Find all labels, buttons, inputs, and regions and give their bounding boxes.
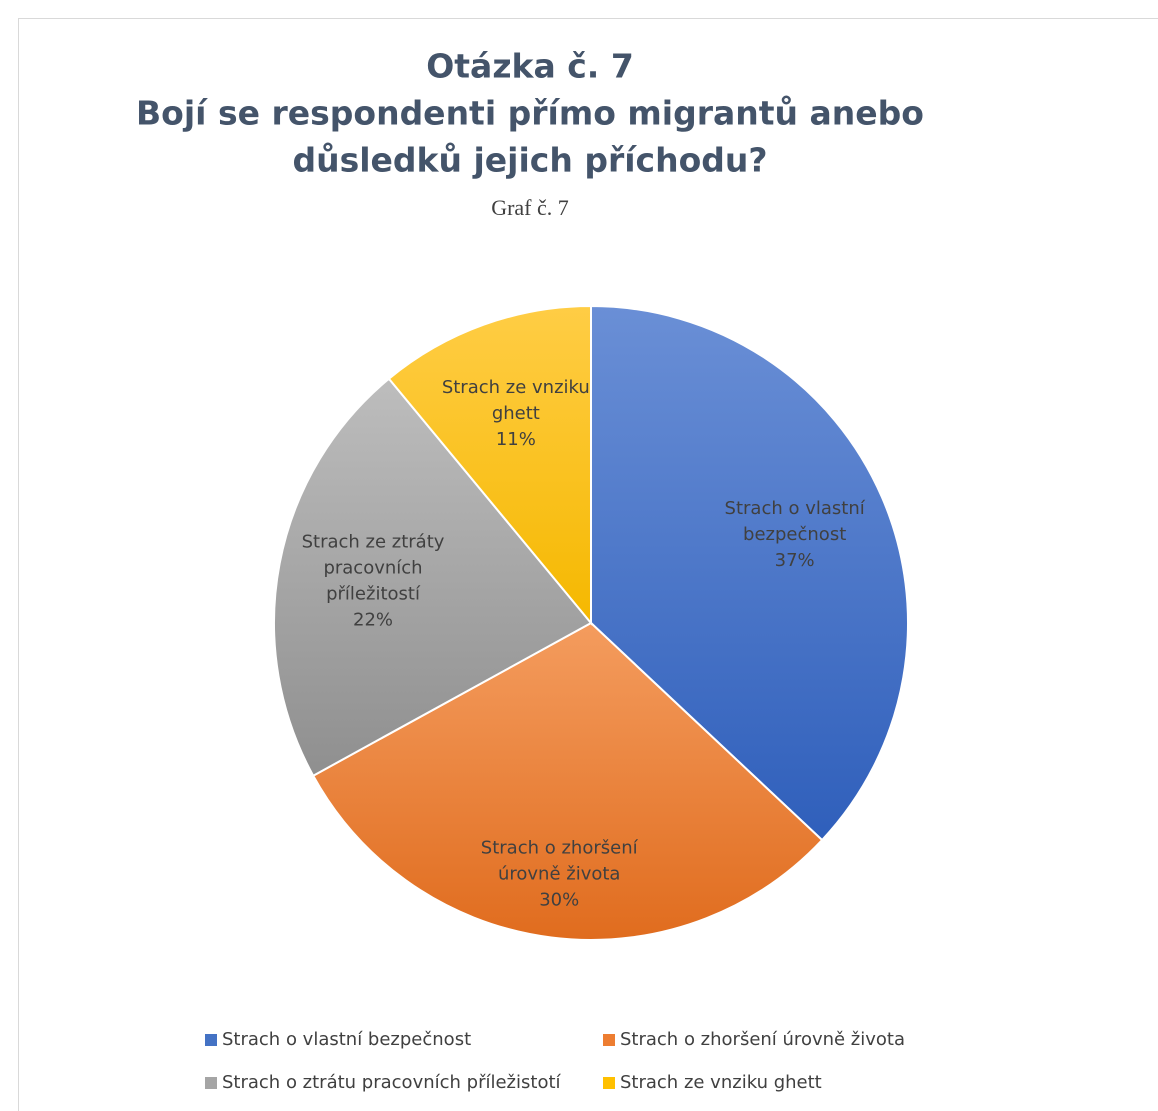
pie-slice [387,304,592,626]
data-label-line: úrovně života [498,864,620,885]
data-label-name: Strach ze ztráty pracovních příležitostí [302,531,445,604]
data-label-line: Strach ze ztráty [302,531,445,552]
data-label-line: pracovních [323,557,422,578]
legend-swatch [205,1077,217,1089]
legend-swatch [205,1034,217,1046]
data-label-name: Strach o vlastní bezpečnost [725,498,866,545]
data-label-value: 11% [496,429,536,450]
data-label-line: ghett [492,403,540,424]
legend-label: Strach o vlastní bezpečnost [222,1029,471,1050]
data-label-line: Strach o zhoršení [481,838,639,859]
data-label-line: příležitostí [326,583,421,604]
legend-swatch [603,1077,615,1089]
chart-subtitle: Graf č. 7 [491,195,569,220]
data-label-line: Strach o vlastní [725,498,866,519]
data-label-name: Strach o zhoršení úrovně života [481,838,639,885]
data-label-line: Strach ze vnziku [442,377,590,398]
chart-title: Bojí se respondenti přímo migrantů anebo [136,94,924,133]
pie-slice [311,621,824,941]
pie-slice [590,304,909,842]
data-label-value: 37% [775,550,815,571]
legend-label: Strach o zhoršení úrovně života [620,1029,905,1050]
chart-title: důsledků jejich příchodu? [292,141,767,180]
legend-swatch [603,1034,615,1046]
data-label-name: Strach ze vnziku ghett [442,377,590,424]
chart-title: Otázka č. 7 [426,47,634,86]
pie-slice [273,377,593,778]
legend-label: Strach o ztrátu pracovních příležistotí [222,1072,562,1093]
legend-label: Strach ze vnziku ghett [620,1072,822,1093]
data-label-line: bezpečnost [743,524,846,545]
data-label-value: 22% [353,609,393,630]
data-label-value: 30% [539,890,579,911]
chart-frame [18,18,1158,1111]
